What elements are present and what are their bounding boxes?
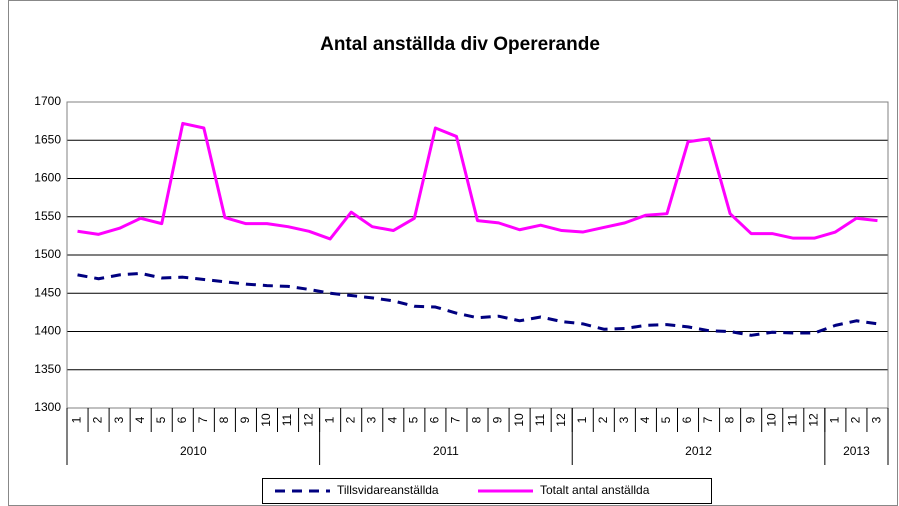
x-group-label: 2013 xyxy=(843,444,870,458)
x-tick-label: 9 xyxy=(743,416,757,423)
x-tick-label: 5 xyxy=(154,416,168,423)
x-tick-label: 10 xyxy=(512,413,526,427)
x-group-label: 2012 xyxy=(685,444,712,458)
x-group-label: 2011 xyxy=(433,444,459,458)
x-tick-label: 10 xyxy=(259,413,273,427)
y-tick-label: 1550 xyxy=(34,209,61,223)
x-tick-label: 1 xyxy=(575,416,589,423)
legend-label: Totalt antal anställda xyxy=(540,483,650,497)
y-tick-label: 1400 xyxy=(34,324,61,338)
x-tick-label: 9 xyxy=(491,416,505,423)
x-tick-label: 9 xyxy=(238,416,252,423)
x-tick-label: 1 xyxy=(322,416,336,423)
x-tick-label: 2 xyxy=(91,416,105,423)
x-tick-label: 10 xyxy=(764,413,778,427)
chart-border xyxy=(8,0,898,506)
x-tick-label: 3 xyxy=(112,416,126,423)
x-tick-label: 6 xyxy=(175,416,189,423)
x-tick-label: 6 xyxy=(428,416,442,423)
x-tick-label: 4 xyxy=(385,416,399,423)
y-tick-label: 1500 xyxy=(34,247,61,261)
x-tick-label: 6 xyxy=(680,416,694,423)
x-tick-label: 7 xyxy=(196,416,210,423)
y-tick-label: 1600 xyxy=(34,171,61,185)
x-tick-label: 4 xyxy=(133,416,147,423)
x-tick-label: 11 xyxy=(280,413,294,426)
x-tick-label: 5 xyxy=(407,416,421,423)
x-tick-label: 8 xyxy=(470,416,484,423)
x-tick-label: 3 xyxy=(617,416,631,423)
x-tick-label: 3 xyxy=(870,416,884,423)
x-tick-label: 2 xyxy=(343,416,357,423)
x-tick-label: 3 xyxy=(364,416,378,423)
x-tick-label: 1 xyxy=(828,416,842,423)
x-tick-label: 12 xyxy=(301,413,315,427)
x-tick-label: 8 xyxy=(217,416,231,423)
y-tick-label: 1300 xyxy=(34,400,61,414)
x-tick-label: 11 xyxy=(785,413,799,426)
x-group-label: 2010 xyxy=(180,444,207,458)
x-tick-label: 12 xyxy=(554,413,568,427)
x-tick-label: 12 xyxy=(806,413,820,427)
x-tick-label: 2 xyxy=(849,416,863,423)
y-tick-label: 1700 xyxy=(34,94,61,108)
x-tick-label: 8 xyxy=(722,416,736,423)
plot-border xyxy=(66,101,889,409)
x-tick-label: 11 xyxy=(533,413,547,426)
series-line xyxy=(77,121,878,241)
y-tick-label: 1650 xyxy=(34,132,61,146)
x-tick-label: 5 xyxy=(659,416,673,423)
y-tick-label: 1450 xyxy=(34,285,61,299)
x-tick-label: 7 xyxy=(449,416,463,423)
legend-label: Tillsvidareanställda xyxy=(337,483,439,497)
chart-title: Antal anställda div Opererande xyxy=(320,34,600,55)
x-tick-label: 2 xyxy=(596,416,610,423)
x-tick-label: 7 xyxy=(701,416,715,423)
x-tick-label: 4 xyxy=(638,416,652,423)
y-tick-label: 1350 xyxy=(34,362,61,376)
x-tick-label: 1 xyxy=(70,416,84,423)
